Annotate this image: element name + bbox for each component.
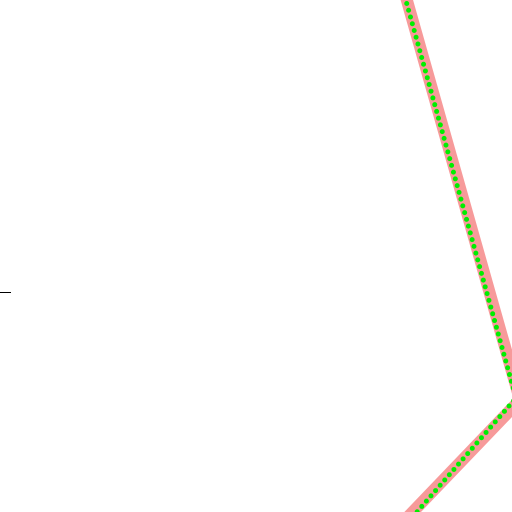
dotted-path (403, 0, 512, 512)
